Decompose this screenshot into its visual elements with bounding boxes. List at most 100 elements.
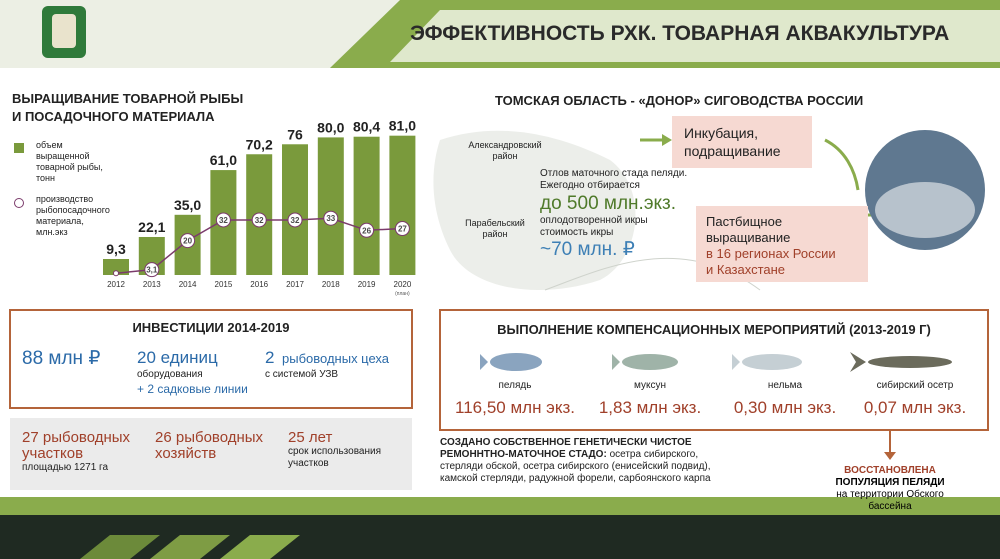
point-label: 3,1 <box>146 266 158 275</box>
point-label: 32 <box>291 216 300 225</box>
legend: объем выращенной товарной рыбы, тонн произ… <box>14 140 110 248</box>
text-line: Ежегодно отбирается <box>540 180 640 191</box>
section-title: ВЫПОЛНЕНИЕ КОМПЕНСАЦИОННЫХ МЕРОПРИЯТИЙ (… <box>497 322 931 337</box>
bar-label: 9,3 <box>106 241 126 257</box>
fish-name: муксун <box>634 380 666 391</box>
point-label: 32 <box>255 216 264 225</box>
box-line: выращивание <box>706 230 791 245</box>
x-tick-label: 2016 <box>250 280 268 289</box>
info-box: Пастбищное выращивание в 16 регионах Росси… <box>696 206 868 282</box>
legend-item: производство рыбопосадочного материала, мл… <box>14 194 110 238</box>
fact-text: срок использования <box>288 446 381 457</box>
bar-label: 22,1 <box>138 219 165 235</box>
x-tick-label: 2020 <box>394 280 412 289</box>
text-line: ПОПУЛЯЦИЯ ПЕЛЯДИ <box>835 477 945 488</box>
donor-amount: до 500 млн.экз. <box>540 193 677 214</box>
text-line: ВОССТАНОВЛЕНА <box>844 465 936 476</box>
investment-text: оборудования <box>137 369 203 380</box>
bar-label: 80,0 <box>317 119 344 135</box>
text-line: Отлов маточного стада пеляди. <box>540 168 688 179</box>
chart: 2012 2013 2014 2015 2016 2017 2018 2019 2020 (пла… <box>103 118 416 297</box>
fact-head: 26 рыбоводных <box>155 429 264 446</box>
fish-amount: 1,83 млн экз. <box>598 398 702 417</box>
restored: ВОССТАНОВЛЕНА ПОПУЛЯЦИЯ ПЕЛЯДИ на территор… <box>820 465 960 513</box>
box-line: Пастбищное <box>706 214 783 229</box>
x-tick-label: 2012 <box>107 280 125 289</box>
legend-item: объем выращенной товарной рыбы, тонн <box>14 140 104 184</box>
donor-amount: ~70 млн. ₽ <box>540 239 635 260</box>
line-point <box>394 221 410 237</box>
text-line: камской стерляди, радужной форели, сарбо… <box>440 473 711 484</box>
text-line: бассейна <box>868 501 912 512</box>
district: Парабельский район <box>455 218 535 240</box>
fish-name: сибирский осетр <box>876 380 954 391</box>
fish-name: пелядь <box>498 380 532 391</box>
district-line: Парабельский <box>465 218 525 228</box>
info-box: Инкубация, подращивание <box>672 116 812 168</box>
fact-head: участков <box>22 445 84 462</box>
page-title: ЭФФЕКТИВНОСТЬ РХК. ТОВАРНАЯ АКВАКУЛЬТУРА <box>410 22 950 45</box>
box-line: Инкубация, <box>684 125 759 141</box>
fact: 26 рыбоводных хозяйств <box>155 430 280 462</box>
point-label: 32 <box>219 216 228 225</box>
x-tick-label: 2018 <box>322 280 340 289</box>
bar <box>103 259 129 275</box>
box-line: в 16 регионах России <box>706 246 836 261</box>
bar <box>282 144 308 275</box>
legend-swatch <box>14 198 24 208</box>
bar-label: 81,0 <box>389 118 416 134</box>
text-span: осетра сибирского, <box>609 449 699 460</box>
legend-label: производство <box>36 194 94 204</box>
text-line: РЕМОННТНО-МАТОЧНОЕ СТАДО: осетра сибирск… <box>440 449 780 461</box>
district-line: район <box>482 229 508 239</box>
point-label: 33 <box>326 214 335 223</box>
line-point <box>323 210 339 226</box>
district-line: район <box>492 151 518 161</box>
chart-title: ВЫРАЩИВАНИЕ ТОВАРНОЙ РЫБЫ И ПОСАДОЧНОГО М… <box>12 90 243 126</box>
bar-label: 61,0 <box>210 152 237 168</box>
line-point <box>287 212 303 228</box>
line-point <box>215 212 231 228</box>
district-line: Александровский <box>468 140 542 150</box>
investment-text: рыбоводных цеха <box>282 351 390 366</box>
fact-text: участков <box>288 458 329 469</box>
bar <box>353 136 380 275</box>
point-label: 26 <box>362 226 371 235</box>
line-point <box>251 212 267 228</box>
line-point <box>180 233 196 249</box>
donor-text: оплодотворенной икры стоимость икры <box>540 215 648 239</box>
investment-value: 20 единиц <box>137 348 218 367</box>
bar-label: 76 <box>287 126 303 142</box>
bar <box>389 135 416 275</box>
text-line: стерляди обской, осетра сибирского (енис… <box>440 461 711 472</box>
line-point <box>359 222 375 238</box>
point-label: 20 <box>183 237 192 246</box>
x-tick-note: (план) <box>395 291 410 297</box>
bar-label: 70,2 <box>246 136 273 152</box>
fact: 25 лет срок использования участков <box>288 430 413 470</box>
chart-title-line: ВЫРАЩИВАНИЕ ТОВАРНОЙ РЫБЫ <box>12 91 244 106</box>
box-line: и Казахстане <box>706 262 786 277</box>
box-line: подращивание <box>684 143 781 159</box>
line-point <box>144 262 160 278</box>
text-line: оплодотворенной икры <box>540 215 648 226</box>
investment-value: 88 млн ₽ <box>22 348 101 369</box>
fact-head: 27 рыбоводных <box>22 429 131 446</box>
x-tick-label: 2015 <box>215 280 233 289</box>
x-tick-label: 2014 <box>179 280 197 289</box>
text-line: стоимость икры <box>540 227 614 238</box>
fact-text: площадью 1271 га <box>22 462 109 473</box>
x-tick-label: 2017 <box>286 280 304 289</box>
x-tick-label: 2013 <box>143 280 161 289</box>
legend-label: материала, млн.экз <box>36 216 84 237</box>
point-label: 27 <box>398 225 407 234</box>
fact-head: 25 лет <box>288 429 333 446</box>
fact: 27 рыбоводных участков площадью 1271 га <box>22 430 147 474</box>
chart-title-line: И ПОСАДОЧНОГО МАТЕРИАЛА <box>12 109 215 124</box>
text-line: на территории Обского <box>836 489 944 500</box>
legend-label: объем выращенной <box>36 140 90 161</box>
legend-label: товарной рыбы, тонн <box>36 162 103 183</box>
investment-text: + 2 садковые линии <box>137 382 248 396</box>
investment-value: 2 <box>265 348 275 367</box>
